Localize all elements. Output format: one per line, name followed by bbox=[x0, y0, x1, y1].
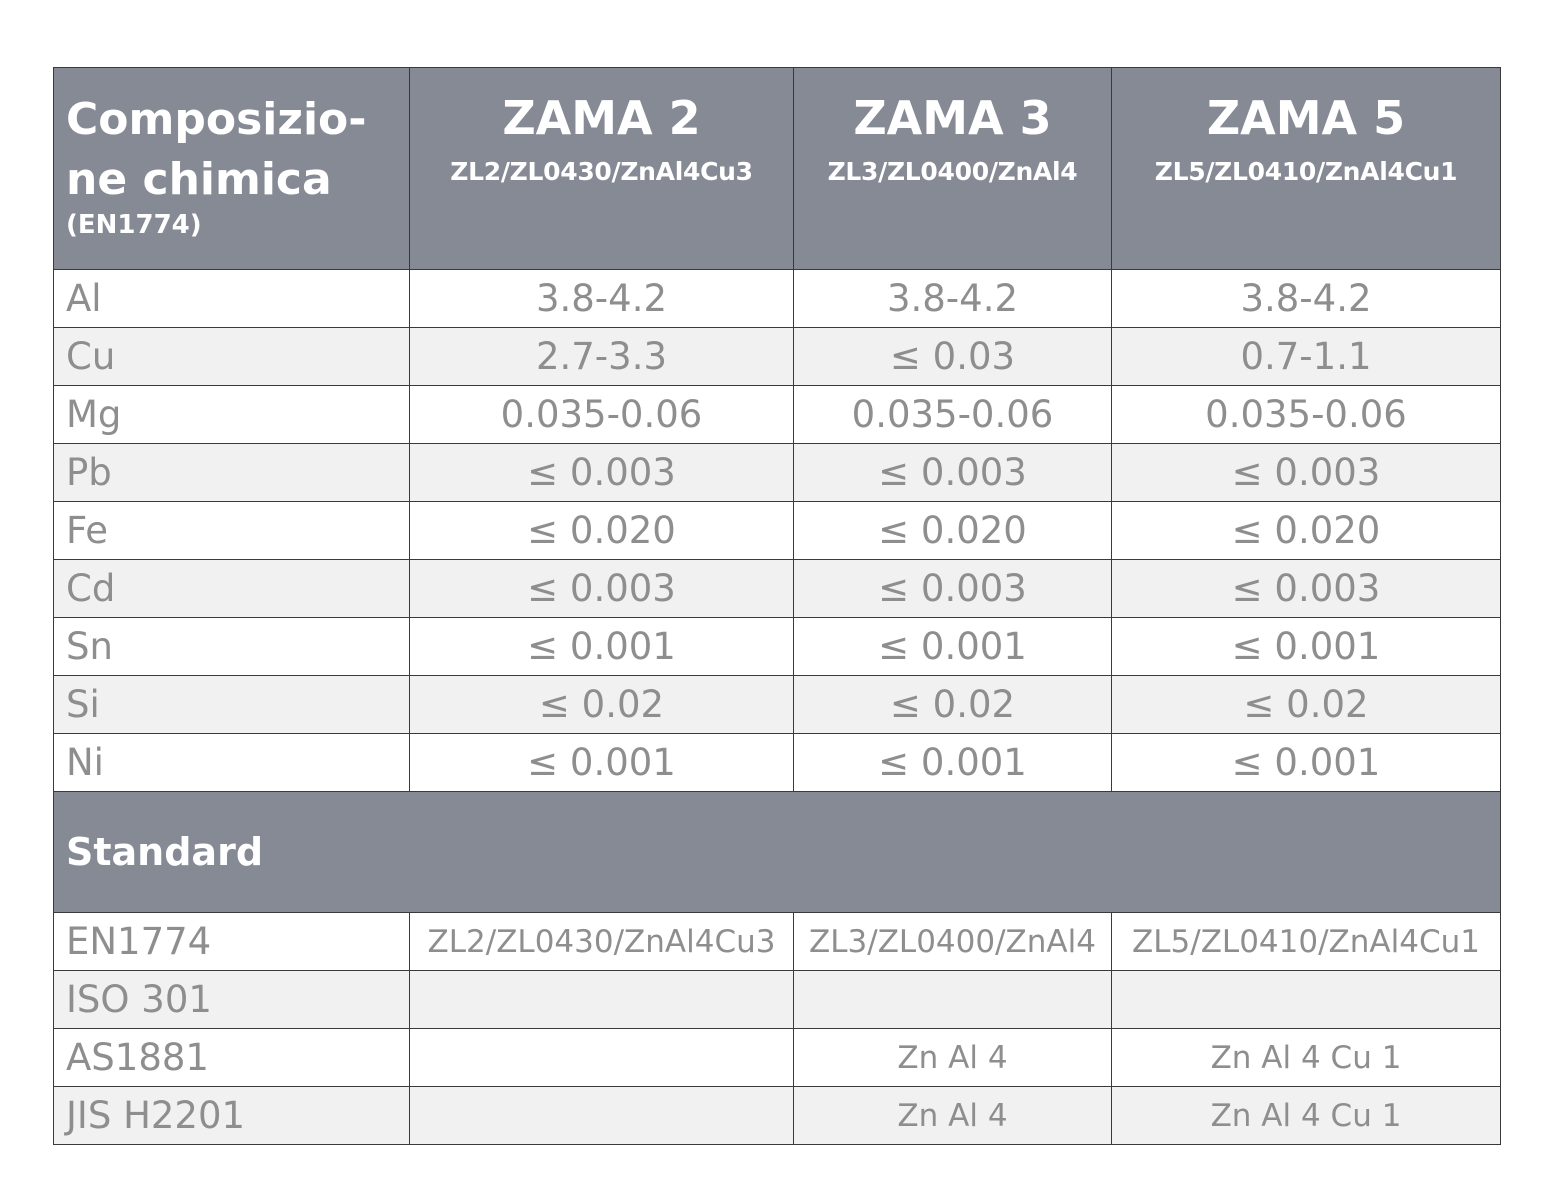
table-cell: Zn Al 4 bbox=[793, 1028, 1112, 1087]
composition-title-line2: ne chimica bbox=[66, 154, 332, 205]
table-cell: ≤ 0.003 bbox=[1111, 443, 1501, 502]
alloy-codes: ZL5/ZL0410/ZnAl4Cu1 bbox=[1154, 157, 1458, 186]
element-label: Ni bbox=[53, 733, 410, 792]
alloy-header-zama-5: ZAMA 5 ZL5/ZL0410/ZnAl4Cu1 bbox=[1111, 67, 1501, 270]
table-cell: 3.8-4.2 bbox=[793, 269, 1112, 328]
table-row-si: Si ≤ 0.02 ≤ 0.02 ≤ 0.02 bbox=[53, 675, 1501, 734]
alloy-codes: ZL3/ZL0400/ZnAl4 bbox=[827, 157, 1078, 186]
alloy-header-zama-2: ZAMA 2 ZL2/ZL0430/ZnAl4Cu3 bbox=[409, 67, 794, 270]
table-cell: ≤ 0.020 bbox=[1111, 501, 1501, 560]
table-cell: 3.8-4.2 bbox=[409, 269, 794, 328]
table-row-al: Al 3.8-4.2 3.8-4.2 3.8-4.2 bbox=[53, 269, 1501, 328]
table-row-en1774: EN1774 ZL2/ZL0430/ZnAl4Cu3 ZL3/ZL0400/Zn… bbox=[53, 912, 1501, 971]
element-label: Mg bbox=[53, 385, 410, 444]
alloy-name: ZAMA 2 bbox=[502, 91, 701, 145]
table-row-sn: Sn ≤ 0.001 ≤ 0.001 ≤ 0.001 bbox=[53, 617, 1501, 676]
table-row-cd: Cd ≤ 0.003 ≤ 0.003 ≤ 0.003 bbox=[53, 559, 1501, 618]
element-label: Sn bbox=[53, 617, 410, 676]
composition-title-line1: Composizio- bbox=[66, 94, 367, 145]
chemical-composition-table: Composizio- ne chimica (EN1774) ZAMA 2 Z… bbox=[53, 67, 1501, 1145]
table-cell: ≤ 0.003 bbox=[409, 443, 794, 502]
composition-header-cell: Composizio- ne chimica (EN1774) bbox=[53, 67, 410, 270]
table-cell: ≤ 0.020 bbox=[409, 501, 794, 560]
standard-label: JIS H2201 bbox=[53, 1086, 410, 1145]
table-cell: Zn Al 4 Cu 1 bbox=[1111, 1028, 1501, 1087]
table-cell: Zn Al 4 bbox=[793, 1086, 1112, 1145]
table-row-fe: Fe ≤ 0.020 ≤ 0.020 ≤ 0.020 bbox=[53, 501, 1501, 560]
table-cell: ≤ 0.001 bbox=[793, 617, 1112, 676]
table-cell: 0.7-1.1 bbox=[1111, 327, 1501, 386]
table-cell: ≤ 0.001 bbox=[409, 733, 794, 792]
table-row-ni: Ni ≤ 0.001 ≤ 0.001 ≤ 0.001 bbox=[53, 733, 1501, 792]
table-cell: ≤ 0.02 bbox=[1111, 675, 1501, 734]
alloy-name: ZAMA 3 bbox=[853, 91, 1052, 145]
element-label: Pb bbox=[53, 443, 410, 502]
table-cell: ≤ 0.020 bbox=[793, 501, 1112, 560]
table-cell: ≤ 0.003 bbox=[1111, 559, 1501, 618]
table-cell: ≤ 0.001 bbox=[1111, 617, 1501, 676]
table-cell: 0.035-0.06 bbox=[793, 385, 1112, 444]
table-cell: ≤ 0.001 bbox=[1111, 733, 1501, 792]
standard-label: ISO 301 bbox=[53, 970, 410, 1029]
table-cell: ZL2/ZL0430/ZnAl4Cu3 bbox=[409, 912, 794, 971]
table-cell: ≤ 0.03 bbox=[793, 327, 1112, 386]
standards-section-row: Standard bbox=[53, 791, 1501, 913]
table-row-pb: Pb ≤ 0.003 ≤ 0.003 ≤ 0.003 bbox=[53, 443, 1501, 502]
element-label: Cd bbox=[53, 559, 410, 618]
table-cell: ≤ 0.001 bbox=[409, 617, 794, 676]
table-row-as1881: AS1881 Zn Al 4 Zn Al 4 Cu 1 bbox=[53, 1028, 1501, 1087]
table-cell bbox=[409, 970, 794, 1029]
standard-label: AS1881 bbox=[53, 1028, 410, 1087]
table-cell: ≤ 0.001 bbox=[793, 733, 1112, 792]
table-cell: ≤ 0.003 bbox=[409, 559, 794, 618]
table-cell bbox=[1111, 970, 1501, 1029]
table-row-mg: Mg 0.035-0.06 0.035-0.06 0.035-0.06 bbox=[53, 385, 1501, 444]
table-row-cu: Cu 2.7-3.3 ≤ 0.03 0.7-1.1 bbox=[53, 327, 1501, 386]
element-label: Cu bbox=[53, 327, 410, 386]
element-label: Al bbox=[53, 269, 410, 328]
table-cell: Zn Al 4 Cu 1 bbox=[1111, 1086, 1501, 1145]
table-cell: 0.035-0.06 bbox=[1111, 385, 1501, 444]
table-cell: 3.8-4.2 bbox=[1111, 269, 1501, 328]
table-cell: ZL3/ZL0400/ZnAl4 bbox=[793, 912, 1112, 971]
standards-section-title: Standard bbox=[53, 791, 1501, 913]
table-row-jis-h2201: JIS H2201 Zn Al 4 Zn Al 4 Cu 1 bbox=[53, 1086, 1501, 1145]
table-cell bbox=[409, 1086, 794, 1145]
table-cell bbox=[409, 1028, 794, 1087]
table-cell: ≤ 0.02 bbox=[793, 675, 1112, 734]
standard-label: EN1774 bbox=[53, 912, 410, 971]
table-cell: 2.7-3.3 bbox=[409, 327, 794, 386]
element-label: Si bbox=[53, 675, 410, 734]
element-label: Fe bbox=[53, 501, 410, 560]
table-cell bbox=[793, 970, 1112, 1029]
table-cell: ZL5/ZL0410/ZnAl4Cu1 bbox=[1111, 912, 1501, 971]
alloy-name: ZAMA 5 bbox=[1206, 91, 1406, 145]
table-cell: ≤ 0.02 bbox=[409, 675, 794, 734]
alloy-codes: ZL2/ZL0430/ZnAl4Cu3 bbox=[450, 157, 753, 186]
table-row-iso-301: ISO 301 bbox=[53, 970, 1501, 1029]
table-cell: ≤ 0.003 bbox=[793, 443, 1112, 502]
table-cell: 0.035-0.06 bbox=[409, 385, 794, 444]
table-cell: ≤ 0.003 bbox=[793, 559, 1112, 618]
alloy-header-zama-3: ZAMA 3 ZL3/ZL0400/ZnAl4 bbox=[793, 67, 1112, 270]
table-header-row: Composizio- ne chimica (EN1774) ZAMA 2 Z… bbox=[53, 67, 1501, 270]
composition-subtitle: (EN1774) bbox=[66, 210, 202, 240]
